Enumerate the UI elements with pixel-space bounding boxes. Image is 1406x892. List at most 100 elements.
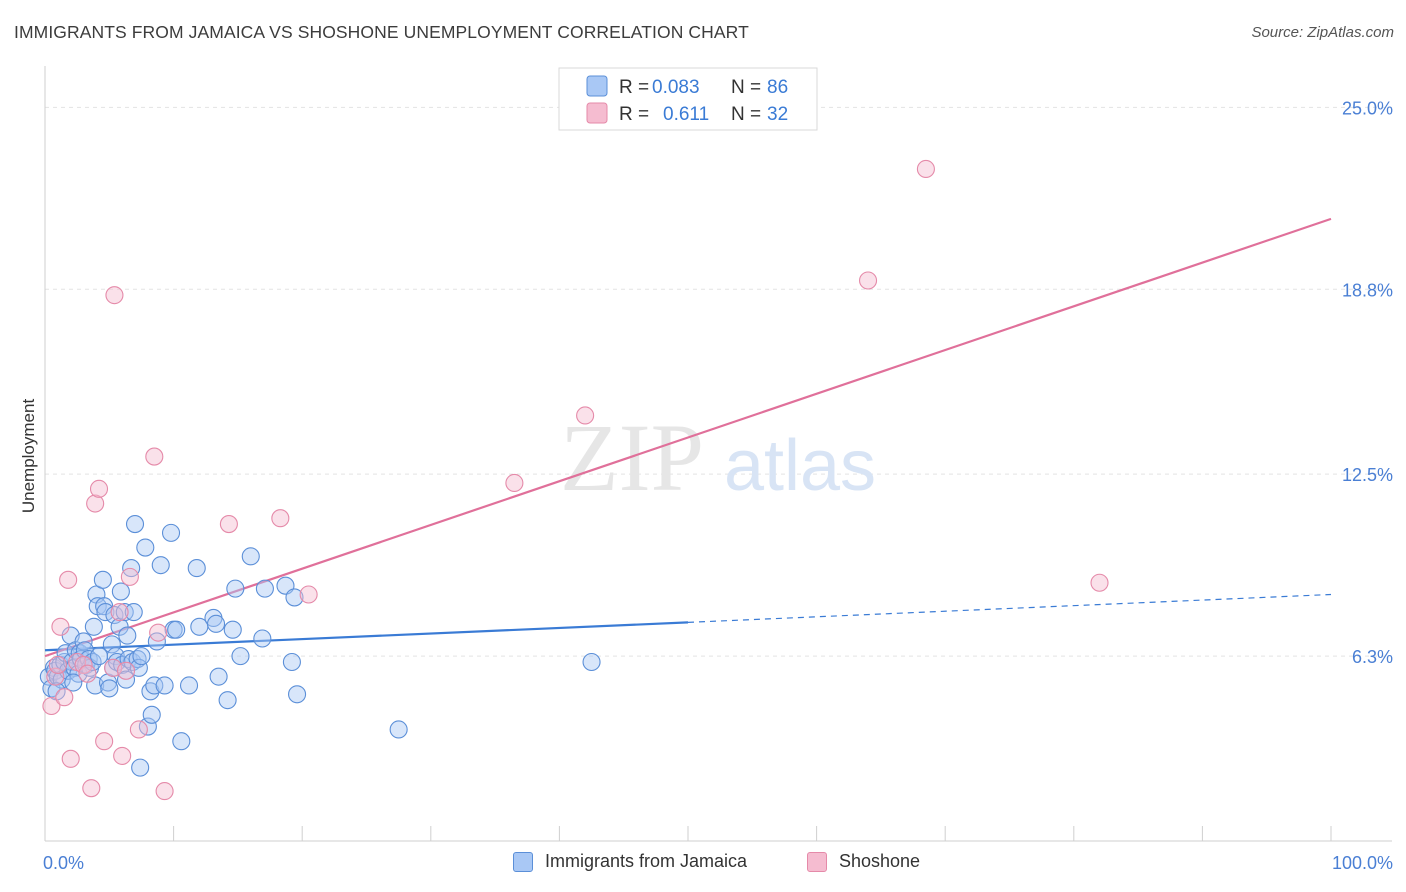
shoshone-point-3 bbox=[51, 617, 70, 636]
legend-label-shoshone: Shoshone bbox=[839, 851, 921, 871]
jamaica-point-35 bbox=[105, 605, 124, 625]
legend-n-label-2: N = bbox=[731, 104, 761, 125]
legend-label-jamaica: Immigrants from Jamaica bbox=[545, 851, 748, 871]
jamaica-point-65 bbox=[179, 676, 199, 695]
jamaica-point-52 bbox=[132, 647, 151, 666]
legend-r-label-2: R = bbox=[619, 104, 649, 125]
jamaica-point-33 bbox=[102, 635, 121, 654]
shoshone-point-6 bbox=[61, 749, 80, 768]
jamaica-point-63 bbox=[167, 620, 186, 639]
shoshone-point-9 bbox=[78, 664, 97, 683]
jamaica-point-39 bbox=[111, 582, 130, 601]
y-axis-title: Unemployment bbox=[19, 399, 38, 514]
jamaica-point-57 bbox=[145, 676, 164, 695]
y-tick-label-0: 6.3% bbox=[1352, 647, 1393, 667]
shoshone-point-28 bbox=[505, 473, 524, 493]
shoshone-point-23 bbox=[155, 782, 174, 801]
legend-item-jamaica[interactable]: Immigrants from Jamaica bbox=[513, 851, 747, 872]
shoshone-point-20 bbox=[129, 720, 148, 739]
jamaica-point-80 bbox=[285, 588, 304, 607]
jamaica-point-47 bbox=[124, 603, 143, 622]
jamaica-point-64 bbox=[172, 732, 191, 751]
jamaica-point-75 bbox=[241, 547, 260, 566]
shoshone-point-13 bbox=[95, 732, 114, 751]
jamaica-trend-dashed bbox=[687, 593, 1332, 623]
jamaica-point-51 bbox=[131, 758, 150, 777]
jamaica-point-23 bbox=[84, 617, 103, 636]
shoshone-point-22 bbox=[149, 623, 168, 642]
jamaica-point-61 bbox=[161, 523, 181, 542]
shoshone-point-21 bbox=[145, 447, 164, 466]
jamaica-point-32 bbox=[100, 679, 119, 698]
bottom-legend: Immigrants from Jamaica Shoshone bbox=[0, 851, 1406, 879]
jamaica-point-85 bbox=[64, 673, 83, 692]
trend-lines bbox=[44, 217, 1332, 658]
jamaica-point-79 bbox=[282, 652, 301, 672]
jamaica-point-82 bbox=[389, 720, 408, 739]
y-tick-label-2: 18.8% bbox=[1342, 280, 1393, 300]
axes bbox=[44, 66, 1392, 842]
shoshone-point-29 bbox=[858, 271, 878, 290]
watermark: ZIP atlas bbox=[560, 404, 876, 511]
jamaica-point-69 bbox=[206, 614, 226, 633]
jamaica-point-43 bbox=[118, 626, 137, 645]
x-tick-label-1: 100.0% bbox=[1332, 853, 1393, 873]
x-tick-label-0: 0.0% bbox=[43, 853, 84, 873]
jamaica-point-28 bbox=[93, 570, 112, 589]
legend-r-value-2: 0.611 bbox=[663, 104, 709, 125]
legend-swatch-pink bbox=[586, 102, 608, 124]
jamaica-point-66 bbox=[187, 559, 206, 578]
y-tick-label-1: 12.5% bbox=[1342, 465, 1393, 485]
shoshone-point-30 bbox=[916, 159, 935, 179]
top-legend: R = 0.083 N = 86 R = 0.611 N = 32 bbox=[558, 67, 818, 131]
shoshone-point-26 bbox=[299, 585, 318, 604]
shoshone-point-1 bbox=[46, 667, 65, 686]
jamaica-point-71 bbox=[218, 691, 237, 710]
swatch-jamaica bbox=[513, 851, 533, 872]
shoshone-point-4 bbox=[55, 688, 74, 707]
shoshone-point-31 bbox=[1090, 573, 1109, 592]
source-label: Source: ZipAtlas.com bbox=[1251, 24, 1394, 41]
jamaica-point-73 bbox=[226, 579, 245, 598]
shoshone-point-12 bbox=[89, 479, 109, 498]
shoshone-point-18 bbox=[116, 661, 136, 680]
jamaica-point-56 bbox=[142, 705, 161, 724]
x-tick-labels: 0.0% 100.0% bbox=[43, 853, 1393, 873]
jamaica-point-72 bbox=[223, 620, 242, 639]
legend-n-value-2: 32 bbox=[767, 104, 788, 125]
shoshone-point-19 bbox=[120, 567, 139, 586]
shoshone-point-11 bbox=[86, 494, 105, 513]
legend-n-label-1: N = bbox=[731, 77, 761, 98]
shoshone-point-5 bbox=[59, 570, 78, 589]
shoshone-point-0 bbox=[42, 696, 61, 716]
shoshone-point-17 bbox=[113, 746, 132, 765]
jamaica-point-76 bbox=[253, 629, 272, 648]
shoshone-point-2 bbox=[48, 655, 67, 674]
shoshone-point-25 bbox=[271, 509, 290, 528]
series-shoshone-points bbox=[42, 159, 1109, 801]
legend-swatch-blue bbox=[586, 75, 608, 97]
swatch-shoshone bbox=[807, 851, 827, 872]
legend-r-value-1: 0.083 bbox=[652, 77, 700, 98]
jamaica-point-77 bbox=[255, 579, 274, 598]
legend-r-label-1: R = bbox=[619, 77, 649, 98]
legend-item-shoshone[interactable]: Shoshone bbox=[807, 851, 920, 872]
shoshone-point-8 bbox=[74, 655, 93, 674]
jamaica-point-53 bbox=[136, 538, 155, 557]
jamaica-point-81 bbox=[288, 685, 307, 704]
legend-n-value-1: 86 bbox=[767, 77, 788, 98]
watermark-atlas: atlas bbox=[724, 426, 876, 506]
y-tick-labels: 6.3% 12.5% 18.8% 25.0% bbox=[1342, 98, 1393, 667]
y-tick-label-3: 25.0% bbox=[1342, 98, 1393, 118]
shoshone-point-10 bbox=[82, 779, 101, 798]
chart-title: IMMIGRANTS FROM JAMAICA VS SHOSHONE UNEM… bbox=[14, 22, 749, 42]
jamaica-point-83 bbox=[582, 652, 601, 672]
jamaica-trend-solid bbox=[44, 621, 689, 652]
shoshone-trend-line bbox=[44, 217, 1332, 658]
jamaica-point-59 bbox=[151, 556, 170, 575]
shoshone-point-24 bbox=[219, 515, 238, 534]
jamaica-point-70 bbox=[209, 667, 228, 686]
jamaica-point-48 bbox=[125, 515, 145, 534]
shoshone-point-27 bbox=[576, 406, 595, 425]
